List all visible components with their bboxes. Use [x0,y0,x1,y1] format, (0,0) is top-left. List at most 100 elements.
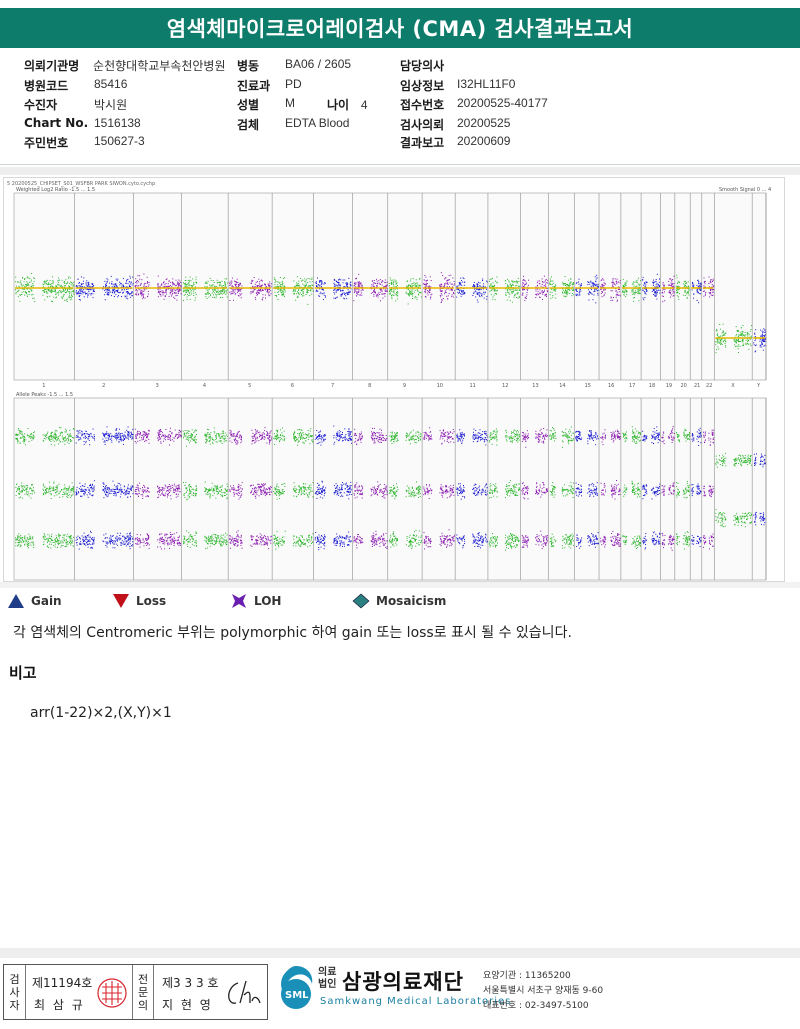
allele-point [259,434,261,436]
allele-point [103,483,105,485]
log2-point [221,285,223,287]
log2-point [294,286,296,288]
log2-point [18,289,20,291]
log2-point [207,280,209,282]
allele-point [46,437,48,438]
allele-point [132,537,134,539]
allele-point [192,438,194,440]
allele-point [333,493,335,495]
allele-point [183,540,184,542]
allele-point [26,544,28,546]
log2-point [275,286,277,288]
log2-point [78,291,80,293]
allele-point [78,492,80,494]
allele-point [26,537,28,539]
allele-point [236,489,238,491]
allele-point [274,536,276,538]
allele-point [78,548,80,550]
allele-point [277,437,279,439]
allele-point [235,436,237,437]
log2-point [297,292,299,294]
log2-point [311,293,313,295]
log2-point [69,291,71,293]
allele-point [186,432,188,434]
log2-point [157,296,159,298]
allele-point [64,487,66,489]
allele-point [300,488,302,490]
allele-point [84,490,85,492]
log2-point [48,290,49,292]
allele-point [345,482,347,484]
log2-point [85,293,87,295]
log2-point [143,284,145,286]
allele-point [15,539,17,541]
log2-point [177,282,179,284]
allele-point [124,489,126,491]
allele-point [205,434,207,436]
log2-point [348,277,350,279]
log2-point [43,291,45,293]
log2-point [239,283,241,285]
allele-point [307,486,309,488]
allele-point [62,542,64,544]
allele-point [43,541,45,543]
log2-point [302,289,304,291]
log2-point [349,283,351,285]
allele-point [73,428,74,430]
allele-point [250,485,252,486]
allele-point [322,486,324,488]
allele-point [348,541,350,542]
log2-point [345,292,347,294]
log2-point [344,279,346,281]
log2-point [76,293,78,295]
allele-point [174,540,176,541]
allele-point [301,487,303,489]
allele-point [256,543,258,545]
allele-point [162,541,164,542]
log2-point [174,289,176,291]
allele-point [28,547,29,549]
allele-point [137,542,139,544]
allele-point [161,493,163,495]
allele-point [29,542,31,544]
log2-point [33,277,35,279]
allele-point [105,433,107,435]
allele-point [302,486,304,488]
log2-point [281,280,283,282]
allele-point [350,431,352,433]
allele-point [340,431,342,433]
allele-point [79,437,81,439]
log2-point [72,285,74,287]
allele-point [226,498,228,500]
log2-point [179,280,181,282]
log2-point [257,286,259,288]
allele-point [240,487,242,489]
allele-point [303,539,305,541]
allele-point [63,437,65,439]
log2-point [50,291,52,293]
allele-point [119,496,121,498]
allele-point [66,488,68,489]
log2-point [107,294,109,296]
allele-point [274,489,276,491]
log2-point [221,280,223,282]
log2-point [335,280,337,282]
allele-point [80,543,82,545]
log2-point [235,281,237,283]
allele-point [28,543,29,545]
log2-point [129,277,131,279]
log2-point [269,285,271,287]
allele-point [237,432,239,434]
log2-point [184,282,186,284]
log2-point [194,288,196,290]
allele-point [303,486,305,488]
allele-point [88,433,90,435]
log2-point [49,295,51,297]
info-ward: 병동 BA06 / 2605 [237,57,352,73]
log2-point [115,284,117,286]
log2-point [44,289,46,290]
log2-point [32,297,34,299]
allele-point [75,491,77,493]
log2-point [333,283,335,285]
allele-point [68,485,70,487]
